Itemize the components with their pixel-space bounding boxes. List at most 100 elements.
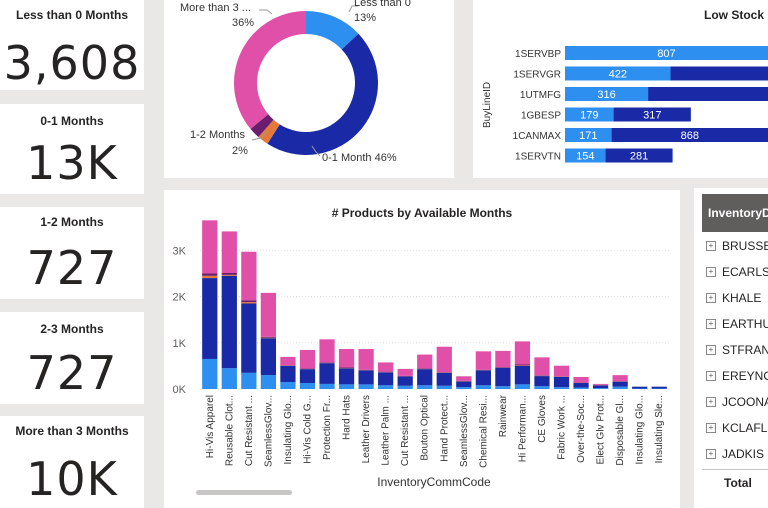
bar-segment[interactable] [202, 278, 218, 359]
bar-segment[interactable] [378, 385, 394, 389]
low-stock-bar-light[interactable] [565, 87, 649, 101]
bar-segment[interactable] [221, 275, 237, 369]
bar-segment[interactable] [456, 387, 472, 389]
bar-segment[interactable] [221, 272, 237, 275]
bar-segment[interactable] [338, 384, 355, 389]
bar-segment[interactable] [378, 372, 394, 386]
horizontal-scrollbar[interactable] [196, 490, 292, 495]
bar-segment[interactable] [280, 365, 296, 383]
bar-segment[interactable] [436, 372, 452, 386]
bar-segment[interactable] [436, 346, 452, 373]
bar-segment[interactable] [475, 385, 491, 389]
bar-segment[interactable] [553, 376, 570, 388]
donut-slice[interactable] [234, 11, 306, 129]
expand-icon[interactable]: + [706, 370, 716, 381]
bar-segment[interactable] [202, 220, 218, 274]
bar-segment[interactable] [573, 376, 589, 383]
donut-slice[interactable] [267, 33, 378, 156]
bar-segment[interactable] [612, 386, 628, 389]
bar-segment[interactable] [241, 372, 257, 389]
bar-segment[interactable] [319, 383, 335, 389]
table-header[interactable]: InventoryD [702, 194, 768, 232]
bar-segment[interactable] [651, 386, 667, 389]
bar-segment[interactable] [397, 376, 413, 386]
bar-segment[interactable] [495, 386, 511, 389]
low-stock-bar-light[interactable] [565, 148, 606, 163]
donut-slice[interactable] [258, 119, 280, 144]
bar-segment[interactable] [436, 385, 452, 389]
bar-segment[interactable] [378, 362, 394, 372]
bar-segment[interactable] [592, 383, 609, 385]
bar-segment[interactable] [553, 387, 570, 389]
bar-segment[interactable] [299, 349, 316, 369]
bar-segment[interactable] [241, 302, 257, 304]
bar-segment[interactable] [592, 388, 609, 389]
bar-segment[interactable] [514, 365, 531, 385]
table-row[interactable]: + ECARLS [706, 259, 768, 285]
bar-segment[interactable] [456, 381, 472, 388]
bar-segment[interactable] [534, 386, 550, 389]
bar-segment[interactable] [260, 336, 277, 338]
bar-segment[interactable] [514, 341, 531, 365]
bar-segment[interactable] [338, 349, 355, 368]
low-stock-bar-dark[interactable] [565, 128, 768, 142]
bar-segment[interactable] [417, 354, 433, 369]
bar-segment[interactable] [514, 364, 531, 366]
bar-segment[interactable] [475, 351, 491, 370]
bar-segment[interactable] [397, 385, 413, 389]
expand-icon[interactable]: + [706, 318, 716, 329]
table-row[interactable]: + STFRAN [706, 337, 768, 363]
bar-segment[interactable] [260, 292, 277, 337]
bar-segment[interactable] [319, 339, 335, 363]
table-row[interactable]: + EARTHU [706, 311, 768, 337]
bar-segment[interactable] [221, 274, 237, 276]
bar-segment[interactable] [495, 350, 511, 368]
bar-segment[interactable] [260, 338, 277, 376]
bar-segment[interactable] [221, 368, 237, 389]
expand-icon[interactable]: + [706, 396, 716, 407]
expand-icon[interactable]: + [706, 292, 716, 303]
bar-segment[interactable] [299, 369, 316, 383]
bar-segment[interactable] [417, 385, 433, 389]
donut-slice[interactable] [250, 114, 274, 138]
bar-segment[interactable] [514, 384, 531, 389]
bar-segment[interactable] [202, 273, 218, 276]
bar-segment[interactable] [202, 358, 218, 389]
bar-segment[interactable] [358, 384, 374, 389]
table-row[interactable]: + JADKIS [706, 441, 768, 467]
bar-segment[interactable] [534, 376, 550, 387]
bar-segment[interactable] [592, 385, 609, 389]
bar-segment[interactable] [319, 363, 335, 384]
bar-segment[interactable] [612, 375, 628, 382]
bar-segment[interactable] [202, 275, 218, 279]
bar-segment[interactable] [417, 369, 433, 386]
bar-segment[interactable] [612, 381, 628, 387]
bar-segment[interactable] [280, 382, 296, 389]
donut-slice[interactable] [306, 11, 359, 50]
bar-segment[interactable] [241, 251, 257, 301]
expand-icon[interactable]: + [706, 240, 716, 251]
bar-segment[interactable] [632, 386, 648, 389]
bar-segment[interactable] [358, 349, 374, 370]
expand-icon[interactable]: + [706, 448, 716, 459]
table-row[interactable]: + EREYNO [706, 363, 768, 389]
bar-segment[interactable] [573, 387, 589, 389]
bar-segment[interactable] [573, 382, 589, 388]
bar-segment[interactable] [475, 370, 491, 386]
table-row[interactable]: + JCOONA [706, 389, 768, 415]
low-stock-bar-light[interactable] [565, 46, 768, 60]
bar-segment[interactable] [397, 368, 413, 376]
low-stock-bar-light[interactable] [565, 66, 671, 81]
bar-segment[interactable] [553, 365, 570, 377]
bar-segment[interactable] [338, 368, 355, 385]
expand-icon[interactable]: + [706, 266, 716, 277]
bar-segment[interactable] [495, 367, 511, 387]
table-row[interactable]: + KCLAFL [706, 415, 768, 441]
table-row[interactable]: + KHALE [706, 285, 768, 311]
bar-segment[interactable] [221, 231, 237, 273]
bar-segment[interactable] [241, 303, 257, 373]
low-stock-bar-light[interactable] [565, 107, 614, 122]
low-stock-bar-light[interactable] [565, 128, 612, 142]
bar-segment[interactable] [358, 370, 374, 385]
table-row[interactable]: + BRUSSE [706, 233, 768, 259]
